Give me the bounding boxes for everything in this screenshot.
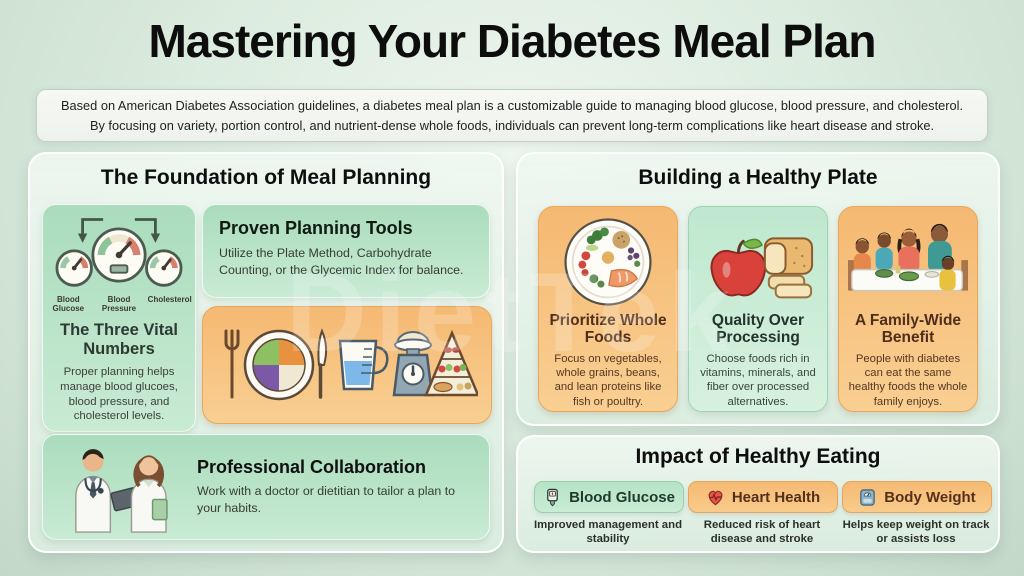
heart-health-label: Heart Health <box>731 488 821 506</box>
gauge-label-cholesterol: Cholesterol <box>147 295 192 304</box>
blood-glucose-label: Blood Glucose <box>569 488 675 506</box>
professional-collaboration-card: Professional Collaboration Work with a d… <box>42 434 490 540</box>
glucose-meter-icon <box>547 488 558 506</box>
quality-card-description: Choose foods rich in vitamins, minerals,… <box>700 352 816 408</box>
plate-of-food-icon <box>564 218 652 306</box>
body-weight-description: Helps keep weight on track or assists lo… <box>842 519 990 546</box>
healthy-plate-header: Building a Healthy Plate <box>638 166 878 189</box>
whole-foods-card-description: Focus on vegetables, whole grains, beans… <box>554 352 662 408</box>
fork-icon <box>224 329 240 399</box>
foundation-header: The Foundation of Meal Planning <box>100 166 432 189</box>
prioritize-whole-foods-card: Prioritize Whole Foods Focus on vegetabl… <box>538 206 678 412</box>
tools-card-title: Proven Planning Tools <box>219 218 413 238</box>
vitals-card-title: The Three Vital Numbers <box>60 321 178 358</box>
blood-glucose-description: Improved management and stability <box>533 519 683 546</box>
doctor-dietitian-icon <box>75 449 168 533</box>
quality-card-title: Quality Over Processing <box>711 312 805 347</box>
planning-tools-icons-card <box>202 306 492 424</box>
impact-header: Impact of Healthy Eating <box>635 445 881 468</box>
collaboration-card-title: Professional Collaboration <box>197 457 427 478</box>
plate-method-icon <box>243 329 315 401</box>
kitchen-scale-icon <box>392 331 434 397</box>
impact-panel: Impact of Healthy Eating Blood Glucose H… <box>516 435 1000 553</box>
tools-card-description: Utilize the Plate Method, Carbohydrate C… <box>219 246 464 277</box>
vitals-card-description: Proper planning helps manage blood gluco… <box>60 366 178 423</box>
collaboration-card-description: Work with a doctor or dietitian to tailo… <box>197 484 456 515</box>
planning-tools-icons <box>224 328 478 401</box>
body-weight-label: Body Weight <box>884 488 976 506</box>
intro-line-1: Based on American Diabetes Association g… <box>60 97 964 113</box>
family-card-title: A Family-Wide Benefit <box>854 312 962 347</box>
quality-over-processing-card: Quality Over Processing Choose foods ric… <box>688 206 828 412</box>
three-gauges-icon <box>55 218 183 287</box>
foundation-panel: The Foundation of Meal Planning <box>28 152 504 553</box>
whole-foods-card-title: Prioritize Whole Foods <box>549 312 667 347</box>
blood-glucose-pill: Blood Glucose <box>534 481 684 513</box>
body-weight-scale-icon <box>860 488 876 506</box>
intro-summary-box: Based on American Diabetes Association g… <box>36 89 988 142</box>
knife-icon <box>317 328 328 399</box>
proven-planning-tools-card: Proven Planning Tools Utilize the Plate … <box>202 204 490 298</box>
measuring-cup-icon <box>338 339 389 391</box>
gauge-label-blood-pressure: Blood Pressure <box>101 295 137 314</box>
gauge-labels: Blood Glucose Blood Pressure Cholesterol <box>43 295 195 313</box>
three-vital-numbers-card: Blood Glucose Blood Pressure Cholesterol… <box>42 204 196 432</box>
body-weight-pill: Body Weight <box>842 481 992 513</box>
gauge-label-blood-glucose: Blood Glucose <box>52 295 85 314</box>
heart-health-pill: Heart Health <box>688 481 838 513</box>
page-title: Mastering Your Diabetes Meal Plan <box>148 15 876 67</box>
family-meal-icon <box>848 223 968 292</box>
heart-pulse-icon <box>708 490 723 505</box>
heart-health-description: Reduced risk of heart disease and stroke <box>703 519 821 546</box>
intro-line-2: By focusing on variety, portion control,… <box>89 117 935 133</box>
family-wide-benefit-card: A Family-Wide Benefit People with diabet… <box>838 206 978 412</box>
apple-and-bread-icon <box>710 237 814 299</box>
healthy-plate-panel: Building a Healthy Plate <box>516 152 1000 426</box>
food-pyramid-icon <box>424 329 478 397</box>
family-card-description: People with diabetes can eat the same he… <box>848 352 968 408</box>
